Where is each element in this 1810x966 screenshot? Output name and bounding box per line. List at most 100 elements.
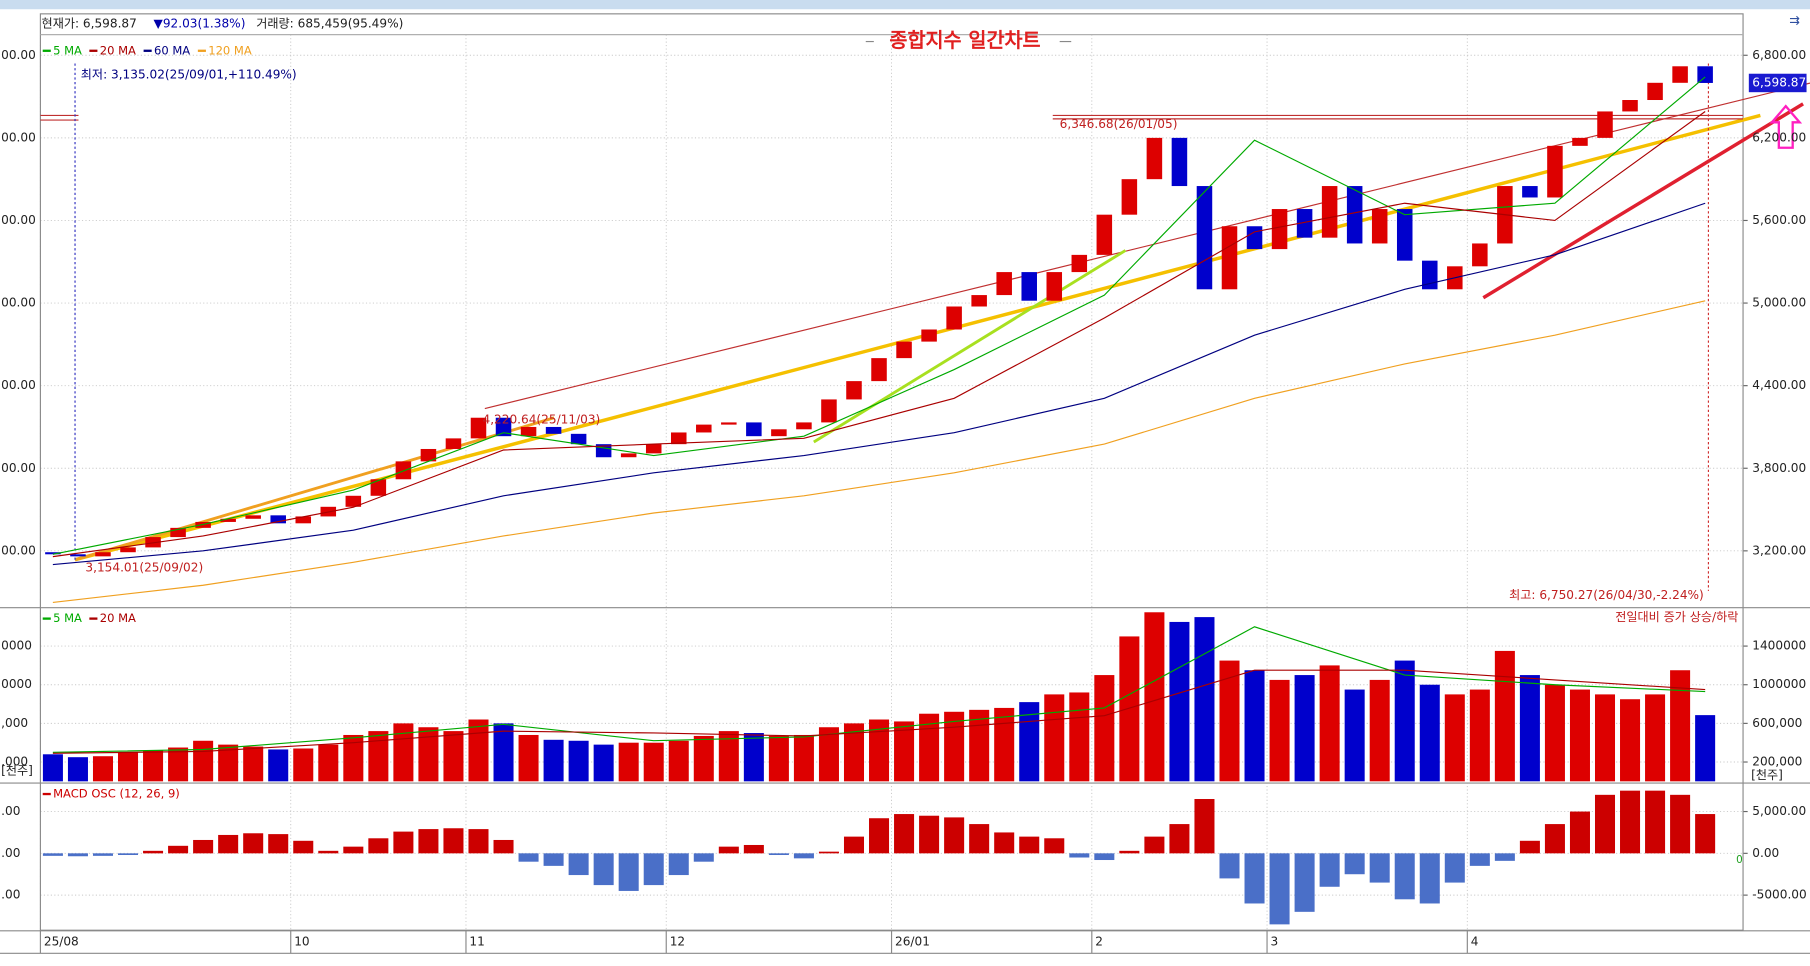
bar — [1169, 824, 1190, 854]
candle-body — [1647, 82, 1663, 101]
bar — [443, 828, 464, 854]
bar — [1069, 692, 1090, 782]
legend-label: 60 MA — [154, 43, 190, 57]
bar — [418, 727, 439, 782]
bar — [1569, 811, 1590, 854]
arrow-icon — [1769, 104, 1803, 149]
bar — [768, 853, 789, 856]
bar — [218, 834, 239, 854]
candle-body — [495, 417, 512, 437]
x-tick-label: 4 — [1471, 934, 1479, 948]
bar — [1169, 621, 1190, 782]
candle-body — [871, 358, 887, 382]
bar — [919, 713, 940, 782]
unit-left: [천주] — [1, 762, 33, 777]
y-tick-label: 200,000 — [1752, 755, 1802, 769]
candle-body — [1296, 209, 1313, 238]
bar — [143, 850, 164, 854]
x-tick-label: 3 — [1271, 934, 1279, 948]
candle-body — [245, 515, 261, 519]
chart-title: 종합지수 일간차트 — [889, 29, 1040, 52]
ma-line — [52, 626, 1706, 753]
left-tick-label: 00.00 — [1, 48, 36, 62]
bar — [1544, 824, 1565, 854]
left-tick-label: 00.00 — [1, 296, 36, 310]
bar — [593, 853, 614, 886]
bar — [818, 851, 839, 854]
candle-body — [696, 424, 712, 433]
bar — [1620, 790, 1641, 854]
unit-right: [천주] — [1751, 767, 1783, 782]
left-tick-label: 00.00 — [1, 543, 36, 557]
candle-body — [1246, 226, 1263, 250]
candle-body — [1371, 209, 1388, 244]
candle-body — [996, 272, 1012, 296]
y-tick-label: 4,400.00 — [1752, 378, 1806, 392]
low-note: 최저: 3,135.02(25/09/01,+110.49%) — [81, 68, 297, 82]
bar — [1695, 715, 1716, 782]
left-tick-label: .00 — [1, 888, 20, 902]
bar — [218, 744, 239, 782]
ma-line — [52, 300, 1706, 604]
candle-body — [220, 518, 236, 522]
bar — [1419, 684, 1440, 782]
bar — [818, 727, 839, 782]
candle-body — [345, 495, 362, 507]
bar — [1244, 670, 1265, 782]
bar — [618, 742, 639, 782]
bar — [969, 824, 990, 854]
legend-label: 5 MA — [53, 611, 82, 625]
bar — [1344, 689, 1365, 782]
bar — [1620, 699, 1641, 782]
bar — [618, 853, 639, 891]
y-tick-label: 600,000 — [1752, 716, 1802, 730]
bar — [593, 744, 614, 782]
bar — [944, 711, 965, 782]
bar — [1194, 617, 1215, 782]
bar — [994, 707, 1015, 782]
y-tick-label: 0.00 — [1752, 846, 1779, 860]
bar — [1369, 679, 1390, 782]
bar — [743, 733, 764, 782]
candle-body — [70, 554, 86, 557]
trend-lines: ⇉ — [40, 12, 1810, 591]
bar — [768, 735, 789, 782]
bar — [518, 853, 539, 862]
jan-label: 6,346.68(26/01/05) — [1060, 117, 1178, 131]
bar — [1269, 679, 1290, 782]
bar — [518, 734, 539, 782]
y-tick-label: 5,000.00 — [1752, 296, 1806, 310]
bar — [393, 723, 414, 782]
low-label: 3,154.01(25/09/02) — [85, 560, 203, 574]
candle-body — [721, 422, 737, 425]
bar — [168, 845, 189, 854]
bar — [293, 748, 314, 782]
bar — [1494, 650, 1515, 782]
candle-body — [821, 399, 837, 423]
candle-body — [1146, 137, 1163, 180]
bar — [793, 853, 814, 859]
bar — [1094, 853, 1115, 861]
candle-body — [620, 453, 637, 458]
left-tick-label: 0000 — [1, 639, 32, 653]
trend-line — [813, 249, 1127, 444]
candle-body — [1221, 226, 1238, 290]
y-tick-label: 1400000 — [1752, 639, 1806, 653]
candle-body — [170, 527, 186, 538]
candle-body — [846, 381, 862, 400]
bar — [1444, 853, 1465, 883]
bar — [1019, 836, 1040, 854]
bar — [668, 740, 689, 782]
ma-line — [52, 76, 1706, 555]
candle-body — [470, 417, 487, 439]
bar — [92, 853, 113, 856]
top-strip — [0, 0, 1810, 10]
bar — [843, 723, 865, 782]
bar — [1094, 675, 1115, 782]
candle-body — [771, 429, 787, 437]
bar — [1119, 636, 1140, 782]
candle-body — [746, 422, 762, 437]
y-tick-label: 6,200.00 — [1752, 130, 1806, 144]
ma-line — [52, 202, 1706, 566]
